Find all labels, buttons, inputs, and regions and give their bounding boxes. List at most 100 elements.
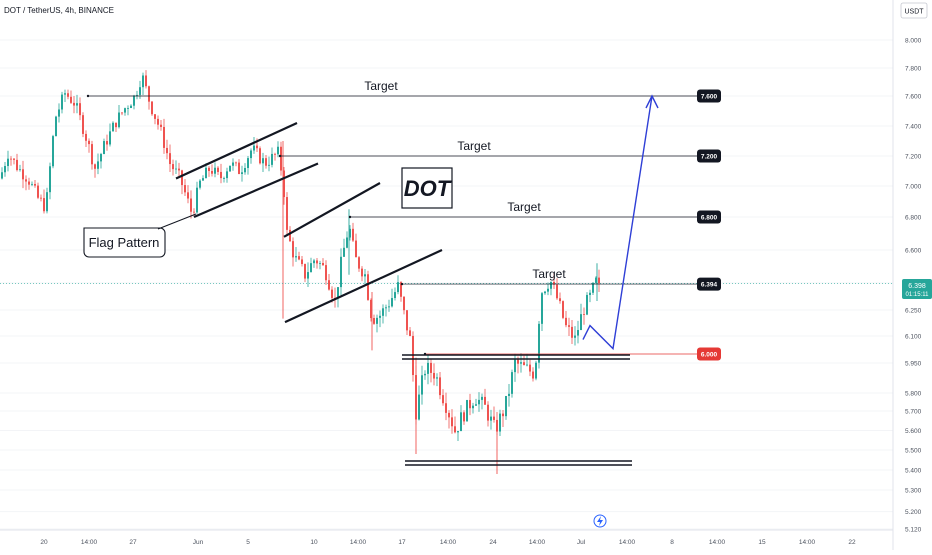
candle-body <box>499 413 501 432</box>
candle-body <box>232 162 234 166</box>
svg-text:01:15:11: 01:15:11 <box>906 292 930 298</box>
candle-body <box>76 103 78 106</box>
candle-body <box>220 171 222 179</box>
candle-body <box>424 373 426 376</box>
candle-body <box>271 153 273 165</box>
candle-body <box>508 393 510 396</box>
candle-body <box>565 317 567 326</box>
candle-body <box>340 256 342 288</box>
candle-body <box>532 371 534 379</box>
candle-body <box>127 108 129 109</box>
candle-body <box>139 87 141 95</box>
y-tick-label: 7.000 <box>905 184 922 191</box>
candle-body <box>52 136 54 167</box>
level-anchor <box>278 154 282 158</box>
level-label-7.600: 7.600 <box>697 89 721 103</box>
candle-body <box>538 323 540 363</box>
candle-body <box>313 260 315 264</box>
target-annotation: Target <box>507 200 541 214</box>
x-tick-label: Jul <box>577 539 586 546</box>
candle-body <box>400 282 402 297</box>
grid <box>0 39 893 530</box>
x-tick-label: 14:00 <box>440 539 457 546</box>
candle-body <box>166 147 168 154</box>
target-annotation: Target <box>457 139 491 153</box>
x-tick-label: 22 <box>848 539 856 546</box>
candle-body <box>163 126 165 148</box>
candle-body <box>547 288 549 292</box>
candle-body <box>193 211 195 213</box>
candle-body <box>10 158 12 160</box>
y-tick-label: 5.120 <box>905 527 922 534</box>
x-tick-label: 14:00 <box>799 539 816 546</box>
candle-body <box>280 146 282 171</box>
candle-body <box>556 284 558 299</box>
currency-badge[interactable]: USDT <box>900 2 928 19</box>
candle-body <box>4 166 6 173</box>
candle-body <box>34 183 36 186</box>
candle-body <box>511 372 513 394</box>
candle-body <box>388 306 390 308</box>
candle-body <box>181 170 183 186</box>
candle-body <box>79 103 81 116</box>
candle-body <box>472 405 474 409</box>
candle-body <box>325 265 327 281</box>
candle-body <box>403 296 405 311</box>
candle-body <box>352 228 354 241</box>
candle-body <box>253 145 255 151</box>
level-label-box <box>697 89 721 103</box>
candle-body <box>184 185 186 193</box>
candle-body <box>529 364 531 372</box>
candle-body <box>514 359 516 373</box>
candle-body <box>196 187 198 213</box>
flag1-upper-line <box>175 122 298 180</box>
candle-body <box>286 197 288 230</box>
candle-body <box>517 359 519 364</box>
candle-body <box>268 164 270 166</box>
candle-body <box>328 280 330 290</box>
candle-body <box>469 400 471 409</box>
x-tick-label: 17 <box>398 539 406 546</box>
candle-body <box>520 362 522 364</box>
lightning-icon[interactable] <box>593 514 607 528</box>
candle-body <box>136 94 138 96</box>
level-label-6.000: 6.000 <box>697 347 721 361</box>
candle-body <box>28 181 30 185</box>
candle-body <box>85 133 87 141</box>
svg-text:USDT: USDT <box>904 9 924 16</box>
y-tick-label: 5.200 <box>905 509 922 516</box>
candle-body <box>160 124 162 127</box>
candle-body <box>49 166 51 193</box>
candles <box>1 70 600 474</box>
svg-text:DOT: DOT <box>404 176 452 201</box>
candle-body <box>550 282 552 289</box>
candle-body <box>19 169 21 171</box>
level-label-text: 7.200 <box>701 154 718 161</box>
svg-text:Flag Pattern: Flag Pattern <box>89 235 160 250</box>
candle-body <box>454 426 456 433</box>
candle-body <box>553 282 555 285</box>
candle-body <box>91 144 93 165</box>
candle-body <box>574 335 576 338</box>
candle-body <box>88 140 90 145</box>
candle-body <box>298 256 300 260</box>
y-tick-label: 6.600 <box>905 248 922 255</box>
candle-body <box>331 289 333 298</box>
candle-body <box>289 229 291 242</box>
candle-body <box>112 122 114 132</box>
candle-body <box>121 112 123 114</box>
candle-body <box>115 122 117 128</box>
candle-body <box>235 162 237 164</box>
candle-body <box>562 301 564 318</box>
candle-body <box>451 417 453 427</box>
y-tick-label: 7.200 <box>905 154 922 161</box>
candle-body <box>103 141 105 155</box>
x-tick-label: 20 <box>40 539 48 546</box>
candle-body <box>214 167 216 174</box>
candle-body <box>568 325 570 327</box>
candle-body <box>376 317 378 324</box>
candle-body <box>442 395 444 404</box>
candle-body <box>316 260 318 264</box>
level-label-7.200: 7.200 <box>697 149 721 163</box>
